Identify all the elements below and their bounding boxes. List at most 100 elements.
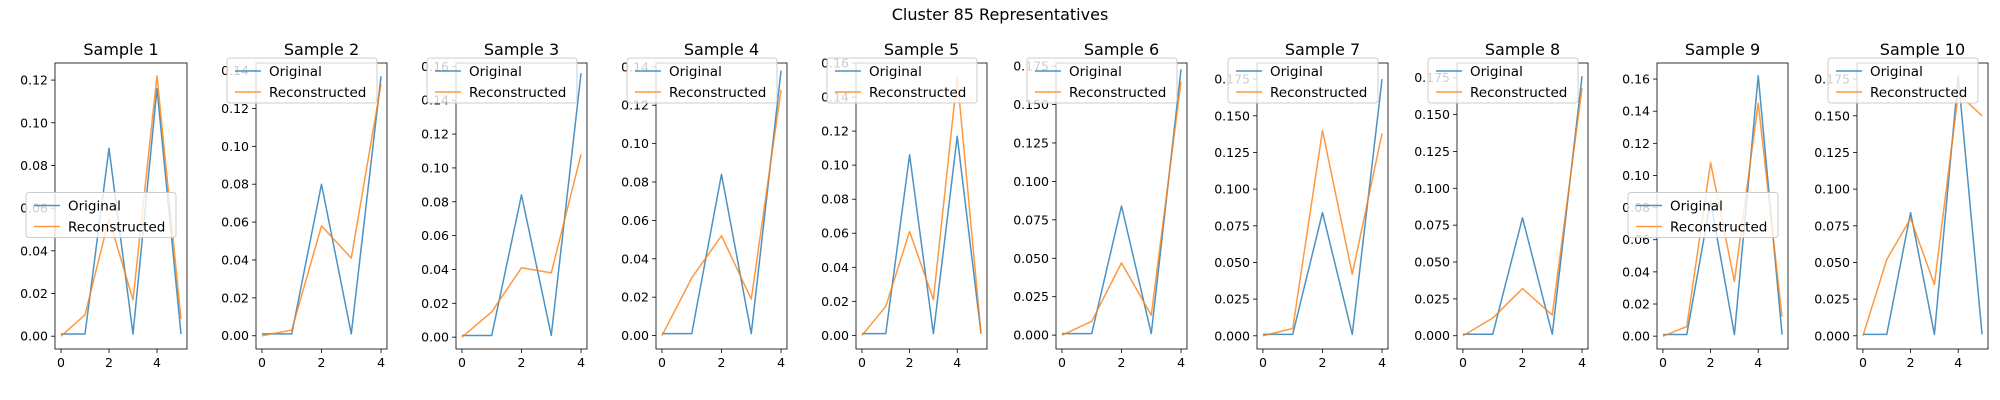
y-tick-label: 0.08 (221, 177, 249, 192)
x-tick-label: 2 (718, 355, 726, 370)
subplot-7: Sample 7 0.000 0.025 0.050 0.075 0.100 0.125 0.… (1214, 40, 1389, 370)
y-tick-label: 0.050 (1814, 255, 1850, 270)
x-tick-label: 4 (953, 355, 961, 370)
legend-label: Original (1270, 64, 1323, 80)
legend-box (1227, 57, 1379, 104)
legend-label: Reconstructed (469, 85, 566, 101)
subplot-1: Sample 10.000.020.040.060.080.100.12024O… (20, 40, 188, 370)
y-tick-label: 0.02 (821, 294, 849, 309)
legend-box (25, 192, 177, 238)
y-tick-label: 0.02 (20, 286, 48, 301)
y-tick-label: 0.10 (221, 139, 249, 154)
subplot-2: Sample 20.000.020.040.060.080.100.120.14… (221, 40, 388, 370)
y-tick-label: 0.12 (221, 101, 249, 116)
y-tick-label: 0.00 (221, 328, 249, 343)
y-tick-label: 0.06 (821, 226, 849, 241)
x-tick-label: 4 (377, 355, 385, 370)
x-tick-label: 4 (777, 355, 785, 370)
legend-label: Reconstructed (869, 85, 966, 101)
y-tick-label: 0.02 (1622, 297, 1650, 312)
subplot-title: Sample 6 (1084, 40, 1159, 59)
y-tick-label: 0.000 (1013, 328, 1049, 343)
series-line-reconstructed (261, 83, 382, 337)
legend-label: Reconstructed (269, 85, 366, 101)
series-line-reconstructed (1262, 129, 1383, 337)
series-line-original (61, 87, 182, 335)
y-tick-label: 0.04 (20, 243, 48, 258)
x-tick-label: 4 (1578, 355, 1586, 370)
y-tick-label: 0.04 (221, 252, 249, 267)
subplot-6: Sample 60.0000.0250.0500.0750.1000.1250.… (1013, 40, 1188, 370)
subplot-title: Sample 1 (83, 40, 158, 59)
legend-label: Original (869, 64, 922, 80)
legend-label: Reconstructed (1870, 85, 1967, 101)
series-line-reconstructed (1061, 81, 1182, 336)
x-tick-label: 2 (105, 355, 113, 370)
y-tick-label: 0.12 (20, 73, 48, 88)
x-tick-label: 4 (153, 355, 161, 370)
axes-frame (655, 62, 788, 350)
series-line-reconstructed (461, 154, 582, 338)
series-line-reconstructed (1462, 87, 1583, 337)
x-tick-label: 0 (1859, 355, 1867, 370)
series-line-original (1862, 75, 1983, 336)
y-tick-label: 0.100 (1214, 182, 1250, 197)
series-line-original (461, 73, 582, 337)
y-tick-label: 0.00 (20, 329, 48, 344)
y-tick-label: 0.025 (1214, 292, 1250, 307)
legend-label: Reconstructed (1670, 220, 1767, 236)
y-tick-label: 0.10 (621, 136, 649, 151)
y-tick-label: 0.125 (1814, 145, 1850, 160)
subplot-title: Sample 7 (1285, 40, 1360, 59)
subplot-title: Sample 10 (1880, 40, 1965, 59)
x-tick-label: 0 (1259, 355, 1267, 370)
y-tick-label: 0.050 (1013, 251, 1049, 266)
subplot-title: Sample 9 (1685, 40, 1760, 59)
y-tick-label: 0.04 (1622, 264, 1650, 279)
y-tick-label: 0.125 (1414, 144, 1450, 159)
y-tick-label: 0.150 (1214, 108, 1250, 123)
x-tick-label: 0 (658, 355, 666, 370)
subplot-10: Sample 10 0.000 0.025 0.050 0.075 0.100 0.125 0… (1814, 40, 1989, 370)
x-tick-label: 4 (1378, 355, 1386, 370)
legend-label: Reconstructed (1069, 85, 1166, 101)
legend-box (426, 57, 578, 104)
legend-box (226, 57, 378, 104)
y-tick-label: 0.02 (421, 296, 449, 311)
y-tick-label: 0.04 (821, 260, 849, 275)
y-tick-label: 0.050 (1214, 255, 1250, 270)
legend: Original Reconstructed (1427, 57, 1579, 104)
legend-label: Original (469, 64, 522, 80)
subplot-5: Sample 50.000.020.040.060.080.100.120.14… (821, 40, 988, 370)
y-tick-label: 0.125 (1214, 145, 1250, 160)
y-tick-label: 0.100 (1013, 174, 1049, 189)
subplot-title: Sample 3 (484, 40, 559, 59)
series-line-reconstructed (60, 75, 182, 337)
x-tick-label: 4 (577, 355, 585, 370)
x-tick-label: 2 (1907, 355, 1915, 370)
y-tick-label: 0.10 (821, 158, 849, 173)
y-tick-label: 0.025 (1013, 289, 1049, 304)
x-tick-label: 2 (1519, 355, 1527, 370)
legend-label: Original (1870, 64, 1923, 80)
legend-label: Original (1470, 64, 1523, 80)
subplot-8: Sample 8 0.000 0.025 0.050 0.075 0.100 0.125 0.… (1414, 40, 1589, 370)
subplot-grid: Sample 1 0.00 0.02 0.04 0.06 0.08 0.10 0.12 0 2 4 O… (20, 40, 1989, 370)
series-line-reconstructed (861, 75, 982, 336)
y-tick-label: 0.04 (621, 251, 649, 266)
legend-label: Original (669, 64, 722, 80)
series-line-original (661, 70, 782, 335)
legend-box (1827, 57, 1979, 104)
subplot-title: Sample 8 (1485, 40, 1560, 59)
x-tick-label: 2 (518, 355, 526, 370)
series-line-reconstructed (1862, 93, 1983, 337)
x-tick-label: 4 (1177, 355, 1185, 370)
y-tick-label: 0.100 (1414, 181, 1450, 196)
x-tick-label: 0 (57, 355, 65, 370)
series-line-original (1061, 69, 1182, 335)
y-tick-label: 0.00 (821, 328, 849, 343)
y-tick-label: 0.150 (1414, 107, 1450, 122)
legend-label: Original (1670, 199, 1723, 215)
y-tick-label: 0.000 (1214, 328, 1250, 343)
